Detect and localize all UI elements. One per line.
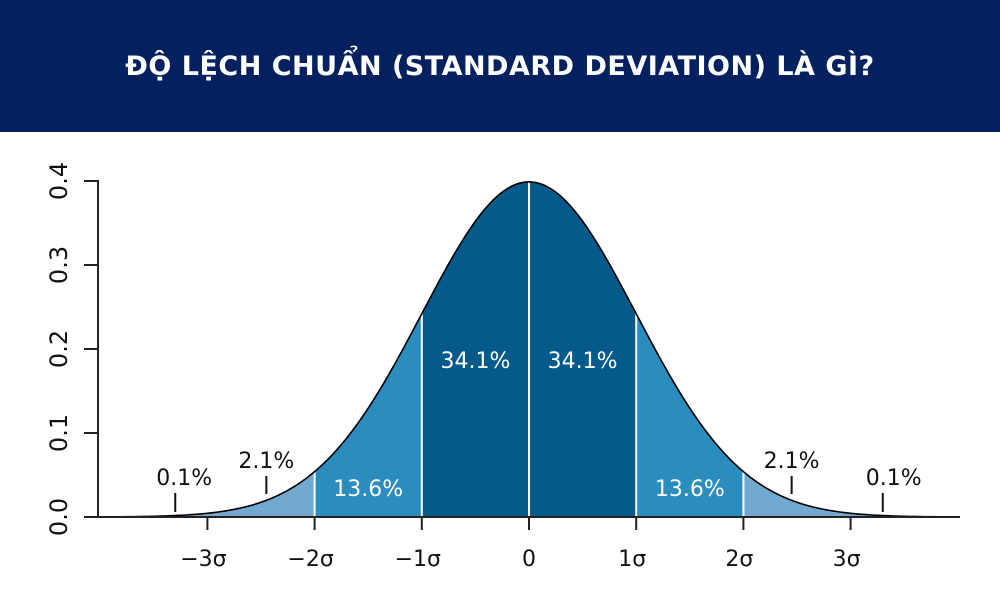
y-tick-label: 0.4 [45,162,73,200]
tail-percent-label: 0.1% [156,466,212,491]
y-tick-label: 0.1 [45,414,73,452]
x-tick-label: −2σ [287,547,333,572]
region-area [743,471,851,517]
region-percent-label: 34.1% [548,349,618,374]
x-tick-label: 3σ [833,547,861,572]
header-banner: ĐỘ LỆCH CHUẨN (STANDARD DEVIATION) LÀ GÌ… [0,0,1000,132]
region-percent-label: 13.6% [333,477,403,502]
region-percent-label: 34.1% [440,349,510,374]
x-tick-label: 1σ [618,547,646,572]
y-tick-label: 0.0 [45,498,73,536]
x-tick-label: −3σ [180,547,226,572]
region-percent-label: 2.1% [764,449,820,474]
x-tick-label: −1σ [395,547,441,572]
region-percent-label: 2.1% [238,449,294,474]
y-tick-label: 0.3 [45,246,73,284]
page-title: ĐỘ LỆCH CHUẨN (STANDARD DEVIATION) LÀ GÌ… [125,50,875,82]
region-area [207,471,315,517]
x-tick-label: 0 [522,547,536,572]
density-curve [100,181,958,518]
tail-percent-label: 0.1% [866,466,922,491]
region-percent-label: 13.6% [655,477,725,502]
x-tick-label: 2σ [725,547,753,572]
y-tick-label: 0.2 [45,330,73,368]
